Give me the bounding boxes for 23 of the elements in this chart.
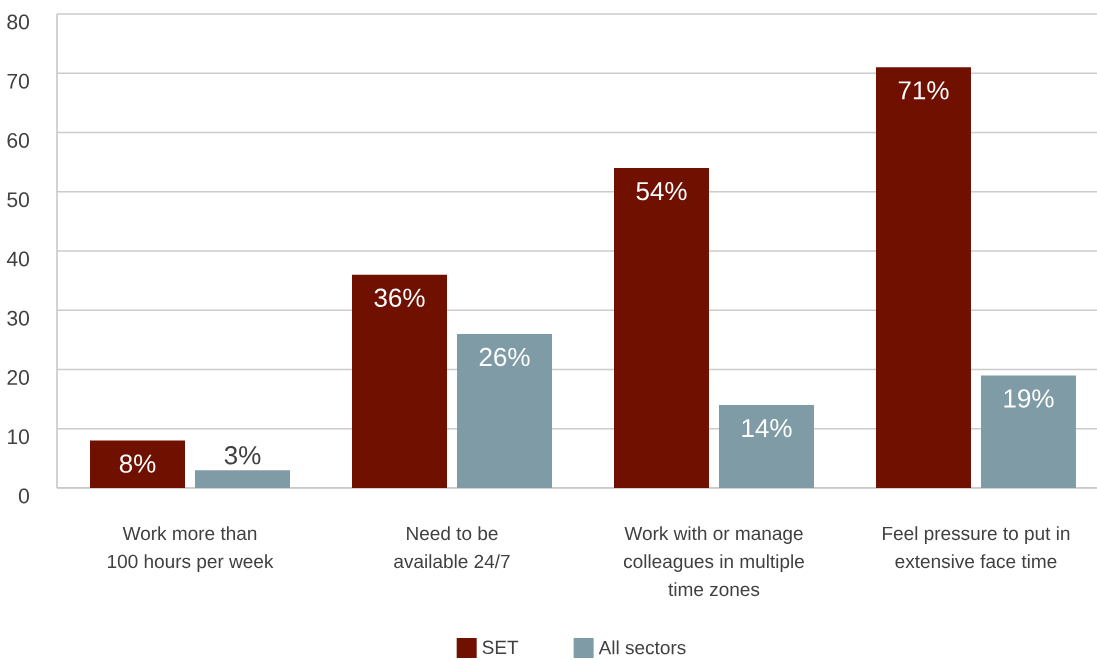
- data-label: 8%: [119, 454, 156, 473]
- legend-label: SET: [482, 640, 519, 655]
- x-tick-label: Work more than 100 hours per week: [108, 526, 274, 572]
- data-label: 19%: [1004, 389, 1054, 408]
- data-label: 3%: [224, 446, 261, 465]
- data-label: 14%: [742, 419, 792, 438]
- x-tick-label: Work with or manage colleagues in multiple time zones: [623, 526, 804, 597]
- data-label: 71%: [898, 81, 949, 100]
- data-label: 54%: [636, 182, 687, 201]
- y-tick-label: 10: [8, 429, 29, 445]
- y-tick-label: 0: [18, 488, 29, 504]
- y-tick-label: 40: [6, 251, 29, 267]
- x-tick-label: Need to be available 24/7: [394, 526, 510, 569]
- y-tick-label: 80: [7, 14, 29, 30]
- y-tick-label: 60: [7, 133, 29, 148]
- data-label: 36%: [374, 288, 425, 307]
- y-tick-label: 70: [7, 73, 29, 89]
- y-tick-label: 30: [7, 310, 29, 326]
- y-tick-label: 50: [7, 192, 29, 208]
- x-tick-label: Feel pressure to put in extensive face time: [883, 526, 1070, 569]
- legend-label: All sectors: [598, 640, 686, 655]
- data-label: 26%: [479, 347, 530, 367]
- y-tick-label: 20: [7, 370, 29, 385]
